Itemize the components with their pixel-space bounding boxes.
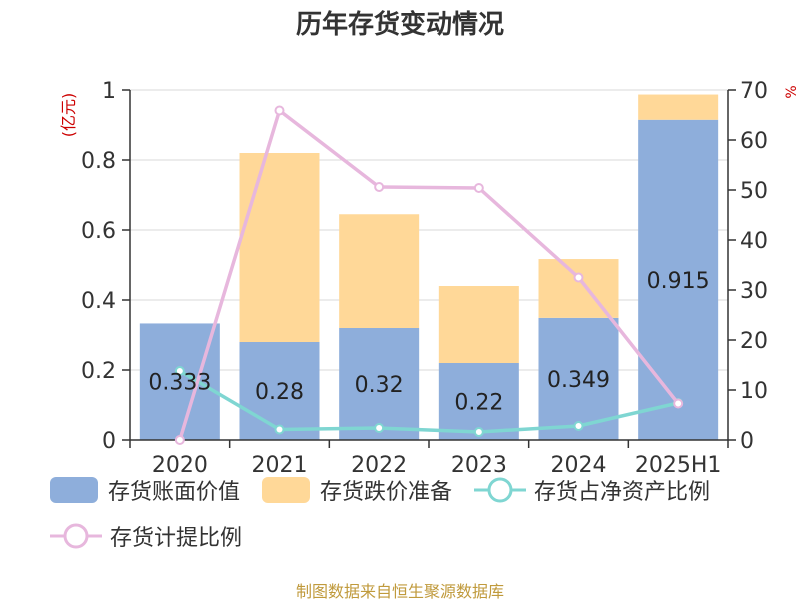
point-net-assets-ratio	[174, 366, 185, 376]
legend-label-book-value: 存货账面价值	[108, 480, 241, 505]
legend-row-2: 存货计提比例	[50, 520, 242, 552]
x-axis-tick-label: 2025H1	[635, 453, 722, 478]
bar-value-label: 0.32	[355, 373, 404, 398]
left-axis-tick-label: 0	[102, 429, 116, 454]
right-axis-tick-label: 20	[740, 329, 768, 354]
right-axis-tick-label: 0	[740, 429, 754, 454]
line-net-assets-ratio	[178, 369, 679, 434]
point-provision-ratio	[274, 105, 285, 116]
legend-label-provision-ratio: 存货计提比例	[110, 526, 243, 551]
point-provision-ratio	[174, 435, 185, 445]
bar-write-down	[538, 259, 619, 318]
bar-write-down	[438, 286, 519, 363]
source-note: 制图数据来自恒生聚源数据库	[295, 582, 504, 601]
left-axis-tick-label: 1	[102, 79, 116, 104]
legend-swatch-write-down	[262, 477, 311, 503]
point-net-assets-ratio	[274, 424, 285, 435]
legend-swatch-book-value	[50, 477, 98, 503]
legend-item-net-assets-ratio[interactable]: 存货占净资产比例	[474, 474, 710, 506]
left-axis-tick-label: 0.8	[81, 149, 116, 174]
legend-swatch-provision-ratio	[50, 523, 102, 549]
left-axis-unit: (亿元)	[59, 93, 78, 138]
bar-value-label: 0.22	[454, 391, 503, 416]
legend-row-1: 存货账面价值 存货跌价准备 存货占净资产比例	[50, 474, 710, 506]
bar-book-value	[239, 342, 320, 440]
bar-value-label: 0.349	[547, 368, 610, 393]
x-axis-tick-label: 2024	[551, 453, 607, 478]
right-axis-tick-label: 30	[740, 279, 768, 304]
bar-book-value	[139, 323, 220, 440]
point-net-assets-ratio	[573, 421, 584, 431]
point-provision-ratio	[673, 398, 684, 409]
left-axis-tick-label: 0.4	[81, 289, 116, 314]
legend-label-net-assets-ratio: 存货占净资产比例	[534, 480, 711, 505]
right-axis-unit: %	[784, 85, 800, 98]
point-net-assets-ratio	[473, 427, 484, 437]
bar-value-label: 0.333	[148, 371, 211, 396]
bar-book-value	[339, 328, 420, 440]
right-axis-tick-label: 10	[740, 379, 768, 404]
legend-item-provision-ratio[interactable]: 存货计提比例	[50, 520, 242, 552]
line-layer	[174, 105, 684, 445]
x-axis-tick-label: 2021	[252, 453, 308, 478]
x-axis-tick-label: 2022	[351, 453, 407, 478]
right-axis-tick-label: 60	[740, 129, 768, 154]
bar-write-down	[239, 153, 320, 342]
bar-write-down	[339, 214, 420, 328]
legend-swatch-net-assets-ratio	[474, 477, 527, 503]
chart-title: 历年存货变动情况	[295, 10, 504, 40]
left-axis-tick-label: 0.6	[81, 219, 116, 244]
bar-book-value	[638, 119, 719, 440]
point-provision-ratio	[473, 183, 484, 193]
legend-item-write-down[interactable]: 存货跌价准备	[262, 474, 452, 506]
right-axis-tick-label: 40	[740, 229, 768, 254]
label-layer: 0.333 0.28 0.32 0.22 0.349 0.915	[148, 269, 709, 416]
x-axis-tick-label: 2023	[451, 453, 507, 478]
bar-value-label: 0.915	[647, 269, 710, 294]
bar-write-down	[638, 94, 719, 120]
left-axis-tick-label: 0.2	[81, 359, 116, 384]
grid-layer	[130, 89, 728, 371]
x-axis-tick-label: 2020	[152, 453, 208, 478]
bar-value-label: 0.28	[255, 380, 304, 405]
right-axis-tick-label: 50	[740, 179, 768, 204]
point-provision-ratio	[573, 272, 584, 283]
right-axis-tick-label: 70	[740, 79, 768, 104]
point-net-assets-ratio	[374, 423, 385, 433]
legend-label-write-down: 存货跌价准备	[320, 480, 453, 505]
point-provision-ratio	[374, 182, 385, 192]
bar-layer	[139, 94, 719, 440]
legend-item-book-value[interactable]: 存货账面价值	[50, 474, 240, 506]
line-provision-ratio	[178, 108, 680, 441]
